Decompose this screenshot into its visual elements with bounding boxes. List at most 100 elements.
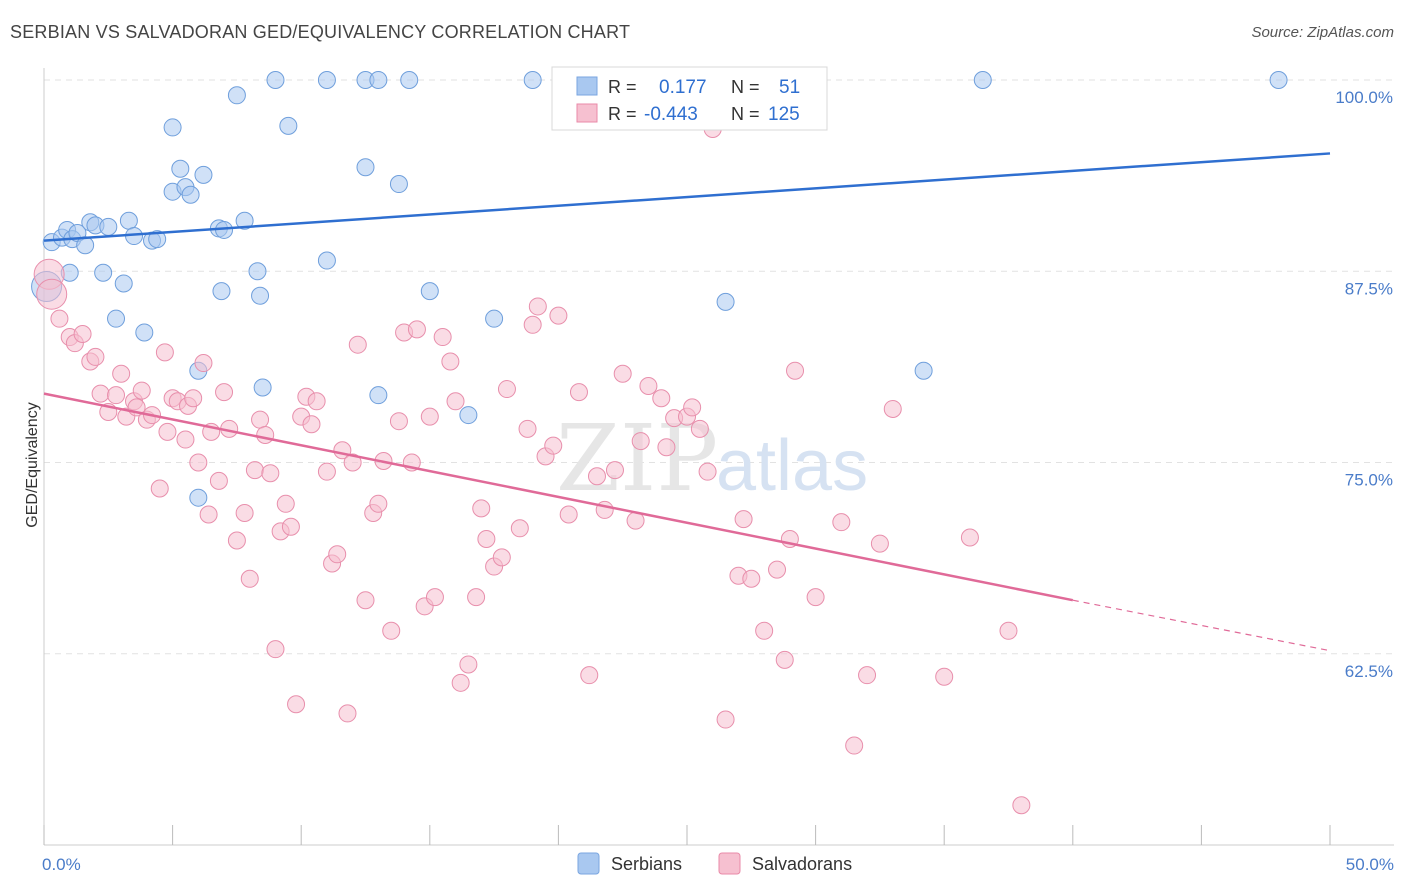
x-tick-label-0: 0.0% xyxy=(42,855,81,874)
point-salvadorans-25 xyxy=(184,389,203,408)
stats-box: R = 0.177 N = 51 R = -0.443 N = 125 xyxy=(551,66,828,131)
point-salvadorans-37 xyxy=(251,410,270,429)
point-serbians-8 xyxy=(99,217,118,236)
point-salvadorans-95 xyxy=(639,377,658,395)
point-salvadorans-82 xyxy=(528,297,547,316)
point-salvadorans-51 xyxy=(328,545,347,564)
point-salvadorans-61 xyxy=(389,412,408,431)
point-salvadorans-34 xyxy=(235,503,254,522)
point-salvadorans-44 xyxy=(287,695,306,714)
point-serbians-29 xyxy=(248,262,267,281)
point-serbians-47 xyxy=(369,386,388,405)
point-salvadorans-48 xyxy=(307,392,326,411)
point-serbians-28 xyxy=(251,286,270,305)
point-salvadorans-91 xyxy=(605,461,624,480)
point-salvadorans-20 xyxy=(158,422,177,441)
point-salvadorans-81 xyxy=(523,315,542,334)
point-salvadorans-53 xyxy=(338,704,357,723)
point-salvadorans-42 xyxy=(276,494,295,513)
y-tick-label-1: 87.5% xyxy=(1345,279,1393,298)
point-salvadorans-35 xyxy=(240,569,259,588)
point-salvadorans-86 xyxy=(559,505,578,524)
point-serbians-19 xyxy=(171,159,190,178)
point-salvadorans-58 xyxy=(369,494,388,513)
point-salvadorans-2 xyxy=(50,309,69,328)
point-salvadorans-70 xyxy=(446,392,465,411)
point-salvadorans-67 xyxy=(425,588,444,607)
legend-swatch-salvadorans xyxy=(718,852,741,875)
point-salvadorans-72 xyxy=(459,655,478,674)
trend-line-salvadorans xyxy=(43,392,1074,602)
point-salvadorans-73 xyxy=(467,588,486,607)
point-salvadorans-115 xyxy=(845,736,864,755)
stats-r-value-salvadorans: -0.443 xyxy=(644,104,698,125)
point-salvadorans-122 xyxy=(1012,796,1031,815)
point-serbians-48 xyxy=(459,406,478,425)
point-salvadorans-30 xyxy=(209,471,228,490)
y-tick-label-2: 75.0% xyxy=(1345,471,1393,490)
point-salvadorans-74 xyxy=(472,499,491,518)
point-salvadorans-69 xyxy=(441,352,460,371)
point-salvadorans-88 xyxy=(580,666,599,685)
point-salvadorans-121 xyxy=(999,621,1018,640)
point-salvadorans-49 xyxy=(317,462,336,481)
point-serbians-53 xyxy=(914,361,933,380)
point-salvadorans-101 xyxy=(690,419,709,438)
watermark-atlas: atlas xyxy=(716,426,868,506)
point-salvadorans-5 xyxy=(73,324,92,343)
point-salvadorans-114 xyxy=(832,513,851,532)
point-salvadorans-23 xyxy=(176,430,195,449)
point-salvadorans-104 xyxy=(716,710,735,729)
point-salvadorans-38 xyxy=(256,425,275,444)
point-serbians-49 xyxy=(253,378,272,397)
point-salvadorans-1 xyxy=(36,278,68,310)
point-salvadorans-97 xyxy=(657,438,676,457)
point-salvadorans-7 xyxy=(86,347,105,366)
point-salvadorans-19 xyxy=(155,343,174,362)
point-salvadorans-116 xyxy=(858,666,877,685)
point-serbians-37 xyxy=(369,71,388,89)
point-salvadorans-78 xyxy=(497,380,516,399)
point-serbians-27 xyxy=(212,282,231,301)
point-salvadorans-33 xyxy=(227,531,246,550)
point-salvadorans-94 xyxy=(631,432,650,451)
point-salvadorans-118 xyxy=(883,399,902,418)
axes xyxy=(43,68,1394,846)
stats-r-label-serbians: R = xyxy=(608,77,637,97)
point-serbians-32 xyxy=(279,116,298,135)
point-salvadorans-60 xyxy=(382,621,401,640)
point-serbians-38 xyxy=(400,71,419,89)
point-salvadorans-112 xyxy=(786,361,805,380)
point-salvadorans-75 xyxy=(477,530,496,548)
point-serbians-16 xyxy=(107,309,126,328)
trend-line-serbians xyxy=(43,152,1331,242)
point-salvadorans-43 xyxy=(281,517,300,536)
point-salvadorans-110 xyxy=(775,650,794,669)
point-salvadorans-18 xyxy=(150,479,169,498)
point-salvadorans-117 xyxy=(870,534,889,553)
point-salvadorans-89 xyxy=(587,467,606,486)
point-serbians-39 xyxy=(389,175,408,194)
point-serbians-43 xyxy=(973,71,992,89)
point-salvadorans-28 xyxy=(199,505,218,524)
point-serbians-46 xyxy=(485,309,504,328)
point-serbians-44 xyxy=(1269,71,1288,89)
point-salvadorans-102 xyxy=(698,462,717,481)
point-salvadorans-68 xyxy=(433,328,452,347)
point-serbians-40 xyxy=(420,282,439,301)
data-points xyxy=(31,71,1288,815)
stats-n-value-serbians: 51 xyxy=(779,77,800,98)
source-label: Source: ZipAtlas.com xyxy=(1251,24,1394,41)
stats-n-label-salvadorans: N = xyxy=(731,104,760,124)
stats-n-value-salvadorans: 125 xyxy=(768,104,800,125)
point-salvadorans-92 xyxy=(613,364,632,383)
point-serbians-52 xyxy=(716,292,735,311)
point-serbians-34 xyxy=(356,158,375,177)
point-salvadorans-10 xyxy=(107,386,126,405)
point-serbians-30 xyxy=(227,86,246,105)
legend: Serbians Salvadorans xyxy=(577,852,852,875)
trend-lines xyxy=(43,152,1331,652)
legend-label-serbians: Serbians xyxy=(611,854,682,874)
point-salvadorans-119 xyxy=(935,667,954,686)
